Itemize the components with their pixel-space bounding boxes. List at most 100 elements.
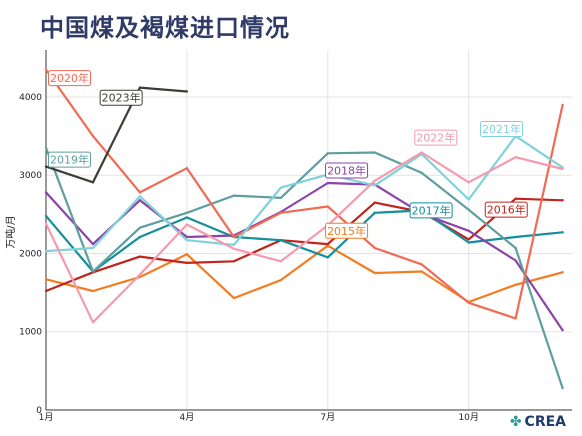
data-point bbox=[467, 238, 470, 241]
series-label: 2021年 bbox=[480, 121, 524, 138]
data-point bbox=[420, 151, 423, 154]
data-point bbox=[373, 211, 376, 214]
data-point bbox=[185, 166, 189, 170]
data-point bbox=[185, 223, 189, 226]
data-point bbox=[467, 241, 470, 244]
series-label: 2022年 bbox=[414, 129, 458, 146]
data-point bbox=[279, 278, 283, 282]
data-point bbox=[232, 296, 236, 300]
y-axis-label: 万吨/月 bbox=[4, 215, 17, 248]
data-point bbox=[44, 191, 48, 194]
series-line-7 bbox=[45, 135, 564, 253]
data-point bbox=[279, 238, 283, 242]
data-point bbox=[279, 186, 283, 189]
data-point bbox=[91, 289, 95, 293]
data-point bbox=[514, 259, 517, 262]
data-point bbox=[91, 181, 95, 184]
data-point bbox=[91, 242, 95, 246]
data-point bbox=[514, 283, 517, 286]
data-point bbox=[467, 229, 470, 232]
data-point bbox=[514, 317, 517, 320]
series-line-1 bbox=[45, 244, 563, 304]
grid bbox=[45, 50, 572, 411]
data-point bbox=[561, 167, 564, 171]
data-point bbox=[185, 261, 189, 265]
data-point bbox=[467, 301, 470, 304]
y-tick-label: 1000 bbox=[19, 328, 42, 338]
series-label-text: 2017年 bbox=[412, 203, 451, 217]
series-label-text: 2018年 bbox=[327, 164, 366, 178]
series-line-8 bbox=[45, 151, 563, 324]
series-label-text: 2021年 bbox=[482, 122, 521, 136]
data-point bbox=[467, 198, 470, 201]
data-point bbox=[138, 226, 142, 229]
x-tick-label: 4月 bbox=[180, 412, 195, 423]
leaf-icon: ✤ bbox=[509, 414, 522, 430]
data-point bbox=[279, 196, 283, 200]
y-tick-label: 2000 bbox=[19, 249, 42, 259]
series-label: 2016年 bbox=[484, 201, 528, 218]
data-point bbox=[91, 270, 95, 273]
data-point bbox=[373, 179, 376, 182]
data-point bbox=[138, 273, 142, 276]
data-point bbox=[185, 253, 189, 256]
crea-logo: ✤ CREA bbox=[510, 414, 566, 430]
data-point bbox=[420, 270, 423, 273]
data-point bbox=[279, 211, 283, 214]
data-point bbox=[561, 231, 564, 234]
data-point bbox=[326, 242, 329, 246]
data-point bbox=[326, 205, 329, 208]
series-label: 2019年 bbox=[47, 151, 91, 168]
data-point bbox=[326, 256, 329, 259]
data-point bbox=[44, 278, 48, 281]
x-tick-label: 1月 bbox=[39, 412, 54, 423]
series-label-text: 2016年 bbox=[487, 203, 526, 217]
data-point bbox=[138, 195, 142, 198]
data-point bbox=[138, 255, 142, 258]
data-point bbox=[514, 235, 517, 239]
series-line-5 bbox=[44, 147, 564, 389]
data-point bbox=[44, 222, 48, 225]
data-point bbox=[185, 216, 189, 219]
data-point bbox=[232, 235, 236, 239]
series-line-9 bbox=[45, 86, 187, 184]
data-point bbox=[44, 249, 48, 253]
series-label: 2017年 bbox=[409, 202, 453, 219]
data-point bbox=[373, 271, 376, 275]
logo-text: CREA bbox=[524, 414, 566, 430]
data-point bbox=[91, 134, 95, 138]
series-label: 2018年 bbox=[325, 162, 369, 179]
data-point bbox=[138, 86, 142, 89]
data-point bbox=[467, 181, 470, 184]
x-tick-label: 10月 bbox=[458, 412, 478, 423]
data-point bbox=[185, 235, 189, 239]
series-label: 2023年 bbox=[99, 89, 143, 106]
data-point bbox=[561, 199, 564, 202]
data-point bbox=[185, 238, 189, 242]
data-point bbox=[373, 151, 376, 154]
data-point bbox=[138, 191, 142, 194]
data-point bbox=[44, 165, 48, 168]
chart-title: 中国煤及褐煤进口情况 bbox=[40, 14, 290, 42]
data-point bbox=[138, 235, 142, 239]
series-lines bbox=[44, 68, 564, 390]
data-point bbox=[185, 211, 189, 214]
series-label: 2020年 bbox=[47, 70, 91, 87]
data-point bbox=[373, 201, 376, 204]
tick-labels: 0 1000 2000 3000 4000 1月 4月 7月 10月 bbox=[19, 93, 479, 423]
data-point bbox=[44, 146, 48, 150]
series-label-text: 2019年 bbox=[50, 153, 89, 167]
data-point bbox=[467, 208, 470, 211]
series-line-3 bbox=[45, 209, 563, 273]
series-line-4 bbox=[45, 181, 564, 331]
data-point bbox=[561, 328, 564, 332]
data-point bbox=[44, 289, 48, 293]
y-tick-label: 0 bbox=[36, 406, 42, 416]
series-label-text: 2020年 bbox=[50, 71, 89, 85]
data-point bbox=[91, 246, 95, 250]
data-point bbox=[326, 152, 329, 155]
data-point bbox=[44, 214, 48, 218]
data-point bbox=[232, 194, 236, 197]
data-point bbox=[232, 247, 236, 250]
